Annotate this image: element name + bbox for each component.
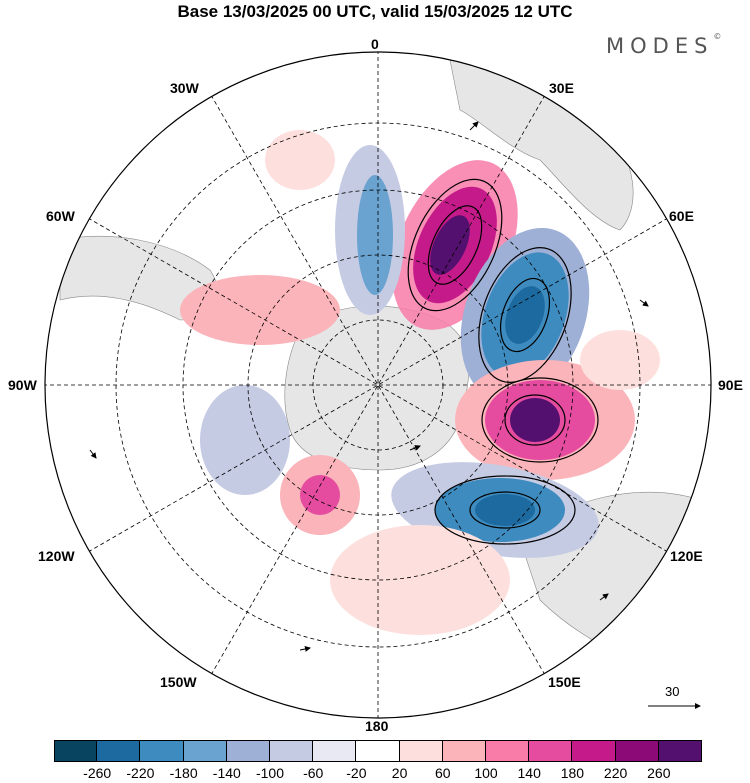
colorbar-segment	[442, 740, 487, 762]
colorbar-segment	[529, 740, 573, 762]
lon-label-180: 180	[365, 718, 389, 734]
colorbar-tick-label: 140	[517, 765, 541, 781]
colorbar-segment	[54, 740, 98, 762]
lon-label-30w: 30W	[170, 80, 199, 96]
copyright-mark: ©	[713, 32, 722, 41]
colorbar-segment	[97, 740, 141, 762]
reference-vector-label: 30	[665, 684, 680, 699]
lon-label-90w: 90W	[8, 377, 37, 393]
polar-map	[44, 51, 712, 719]
lon-label-60w: 60W	[46, 208, 75, 224]
colorbar-tick-label: -100	[255, 765, 285, 781]
colorbar-segment	[399, 740, 443, 762]
modes-logo: MODES©	[606, 32, 722, 58]
colorbar-segment	[615, 740, 659, 762]
brand-name: MODES	[606, 34, 714, 58]
colorbar-tick-label: 20	[391, 765, 408, 781]
colorbar-segment	[183, 740, 227, 762]
colorbar-tick-label: -180	[169, 765, 198, 781]
colorbar-segment	[658, 740, 703, 762]
lon-label-150e: 150E	[548, 674, 581, 690]
page-title: Base 13/03/2025 00 UTC, valid 15/03/2025…	[177, 2, 573, 21]
colorbar-segment	[572, 740, 616, 762]
colorbar-tick-label: -60	[303, 765, 324, 781]
lon-label-90e: 90E	[718, 377, 743, 393]
lon-label-0: 0	[371, 36, 379, 52]
contour-lines	[407, 178, 599, 545]
colorbar-segment	[270, 740, 314, 762]
colorbar-segment	[226, 740, 271, 762]
colorbar-segment	[313, 740, 357, 762]
colorbar-tick-label: -140	[212, 765, 241, 781]
lon-label-150w: 150W	[160, 674, 197, 690]
colorbar-tick-label: 60	[435, 765, 451, 781]
colorbar-tick-label: 260	[647, 765, 671, 781]
colorbar-tick-label: -220	[126, 765, 155, 781]
lon-label-30e: 30E	[549, 80, 574, 96]
lon-label-120e: 120E	[670, 548, 703, 564]
map-boundary	[44, 51, 712, 719]
colorbar-tick-label: 180	[560, 765, 585, 781]
lon-label-120w: 120W	[38, 548, 75, 564]
colorbar	[54, 740, 703, 762]
graticule	[45, 52, 711, 718]
colorbar-tick-label: -260	[83, 765, 112, 781]
lon-label-60e: 60E	[669, 208, 694, 224]
colorbar-tick-label: 220	[603, 765, 628, 781]
colorbar-tick-label: 100	[474, 765, 498, 781]
colorbar-tick-label: -20	[346, 765, 367, 781]
colorbar-segment	[140, 740, 184, 762]
colorbar-segment	[486, 740, 530, 762]
anomaly-field	[180, 130, 660, 635]
colorbar-ticks: -260 -220 -180 -140 -100 -60 -20 20 60 100 140 180 2…	[0, 765, 750, 783]
colorbar-segment	[356, 740, 400, 762]
